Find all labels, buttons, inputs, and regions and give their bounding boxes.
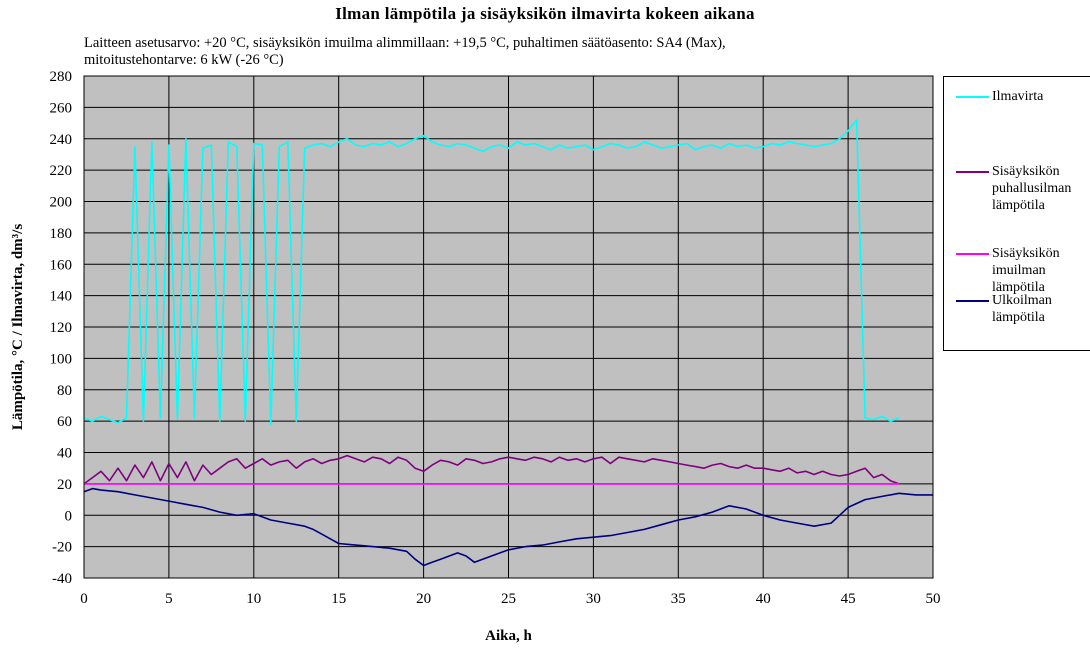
legend-label-imuilma: Sisäyksikön imuilman lämpötila [992,246,1060,295]
chart-subtitle-line-2: mitoitustehontarve: 6 kW (-26 °C) [84,52,284,68]
y-tick-label: 160 [50,257,73,273]
y-tick-label: -40 [52,571,72,587]
legend-swatch-ulkoilma [956,300,989,302]
chart-title: Ilman lämpötila ja sisäyksikön ilmavirta… [335,4,755,23]
x-tick-label: 0 [80,591,88,607]
x-tick-label: 20 [416,591,431,607]
y-tick-label: 140 [50,289,73,305]
axis-ticks: 0 5 10 15 20 25 30 35 40 45 50 -40 -20 0 20 40 60 80 100 12… [50,69,941,607]
series-lines [83,119,933,567]
y-tick-label: -20 [52,540,72,556]
x-tick-label: 35 [671,591,686,607]
legend-swatch-ilmavirta [956,96,989,98]
x-tick-label: 40 [756,591,771,607]
x-axis-title: Aika, h [485,628,532,644]
y-tick-label: 60 [57,414,72,430]
y-tick-label: 200 [50,195,73,211]
x-tick-label: 50 [926,591,941,607]
legend-swatch-puhallusilma [956,171,989,173]
y-tick-label: 220 [50,163,73,179]
y-tick-label: 260 [50,100,73,116]
y-axis-title: Lämpötila, °C / Ilmavirta, dm³/s [10,224,26,430]
y-tick-label: 40 [57,446,72,462]
y-tick-label: 80 [57,383,72,399]
legend-swatch-imuilma [956,253,989,255]
y-tick-label: 180 [50,226,73,242]
series-line-2 [83,454,900,485]
y-tick-label: 120 [50,320,73,336]
x-tick-label: 30 [586,591,601,607]
x-tick-label: 25 [501,591,516,607]
x-tick-label: 10 [246,591,261,607]
x-tick-label: 5 [165,591,173,607]
legend-label-ulkoilma: Ulkoilman lämpötila [992,293,1052,325]
x-tick-label: 45 [841,591,856,607]
legend-label-puhallusilma: Sisäyksikön puhallusilman lämpötila [992,164,1072,213]
x-tick-label: 15 [331,591,346,607]
y-tick-label: 20 [57,477,72,493]
chart-legend: Ilmavirta Sisäyksikön puhallusilman lämp… [943,76,1090,351]
y-tick-label: 240 [50,132,73,148]
y-tick-label: 100 [50,351,73,367]
legend-label-ilmavirta: Ilmavirta [992,89,1044,104]
series-line-1 [83,119,900,426]
y-tick-label: 0 [65,508,73,524]
y-tick-label: 280 [50,69,73,85]
plot-area-border [83,75,934,579]
series-line-4 [83,487,933,567]
chart-subtitle-line-1: Laitteen asetusarvo: +20 °C, sisäyksikön… [84,35,726,51]
